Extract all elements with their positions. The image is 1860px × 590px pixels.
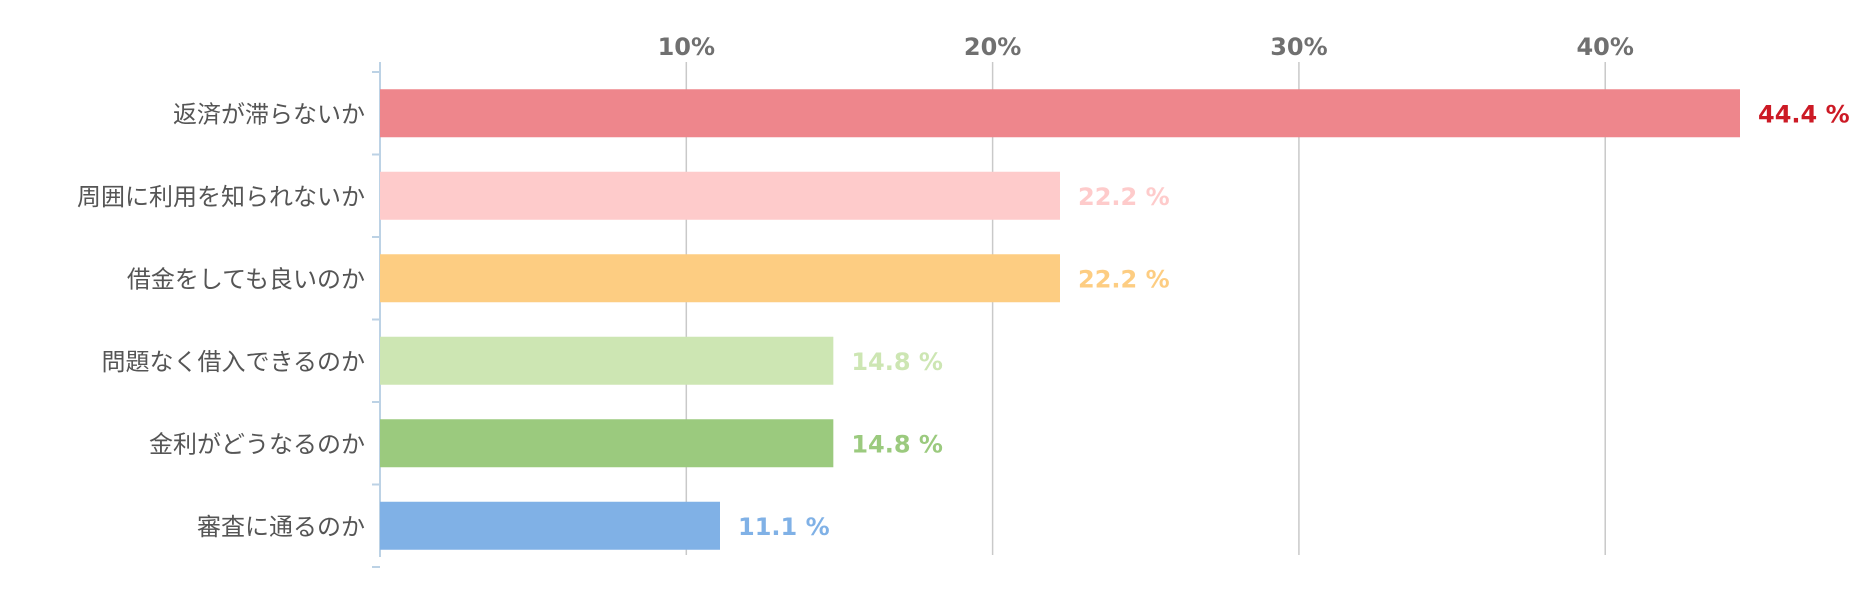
x-tick-label: 40% [1576,33,1633,61]
data-label: 14.8 % [851,430,943,458]
bar [380,89,1740,138]
bar [380,254,1060,303]
category-label: 返済が滞らないか [173,100,365,128]
category-label: 借金をしても良いのか [127,265,365,293]
category-label: 金利がどうなるのか [149,430,365,458]
x-tick-label: 20% [964,33,1021,61]
data-label: 11.1 % [738,513,830,541]
data-label: 22.2 % [1078,265,1170,293]
category-label: 周囲に利用を知られないか [77,183,365,211]
bar [380,336,834,385]
x-tick-label: 30% [1270,33,1327,61]
bar [380,419,834,468]
x-tick-label: 10% [658,33,715,61]
category-label: 審査に通るのか [197,513,365,541]
data-label: 22.2 % [1078,183,1170,211]
data-label: 44.4 % [1758,100,1850,128]
data-label: 14.8 % [851,348,943,376]
category-label: 問題なく借入できるのか [101,348,365,376]
bar [380,501,720,550]
bar [380,171,1060,220]
